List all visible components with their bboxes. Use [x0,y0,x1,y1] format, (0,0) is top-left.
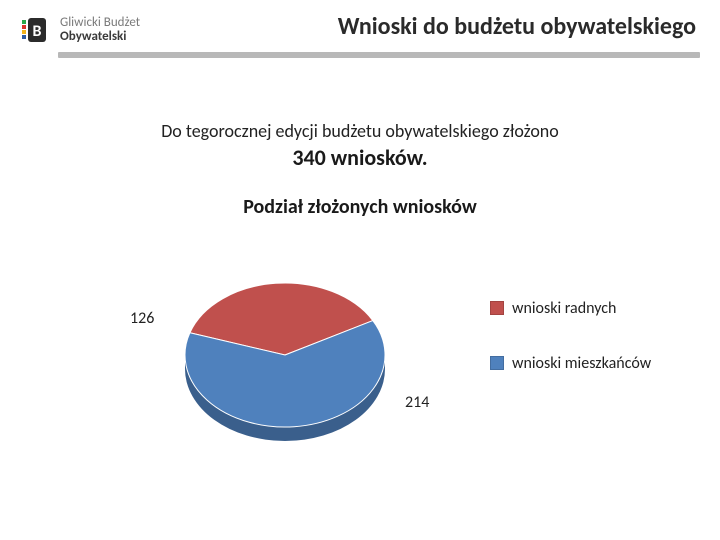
page-title: Wnioski do budżetu obywatelskiego [338,12,696,41]
intro-block: Do tegorocznej edycji budżetu obywatelsk… [0,120,720,171]
legend-swatch-icon [490,301,504,315]
intro-text: Do tegorocznej edycji budżetu obywatelsk… [0,120,720,142]
legend-label: wnioski radnych [512,299,616,318]
pie-chart [170,247,400,477]
svg-text:B: B [33,22,42,41]
logo-text: Gliwicki Budżet Obywatelski [60,16,140,43]
legend-item-mieszkancow: wnioski mieszkańców [490,354,690,373]
legend-item-radnych: wnioski radnych [490,299,690,318]
logo-icon: B [20,14,52,46]
slice-value-radnych: 126 [130,309,154,328]
logo-line-1: Gliwicki Budżet [60,16,140,30]
legend-swatch-icon [490,356,504,370]
legend-label: wnioski mieszkańców [512,354,651,373]
logo-line-2: Obywatelski [60,30,140,44]
chart-area: 126 214 wnioski radnych wnioski mieszkań… [0,237,720,537]
slice-value-mieszkancow: 214 [405,393,429,412]
intro-count: 340 wniosków. [0,144,720,171]
chart-title: Podział złożonych wniosków [0,195,720,219]
title-divider [58,52,700,58]
logo: B Gliwicki Budżet Obywatelski [20,14,140,46]
legend: wnioski radnych wnioski mieszkańców [490,299,690,409]
